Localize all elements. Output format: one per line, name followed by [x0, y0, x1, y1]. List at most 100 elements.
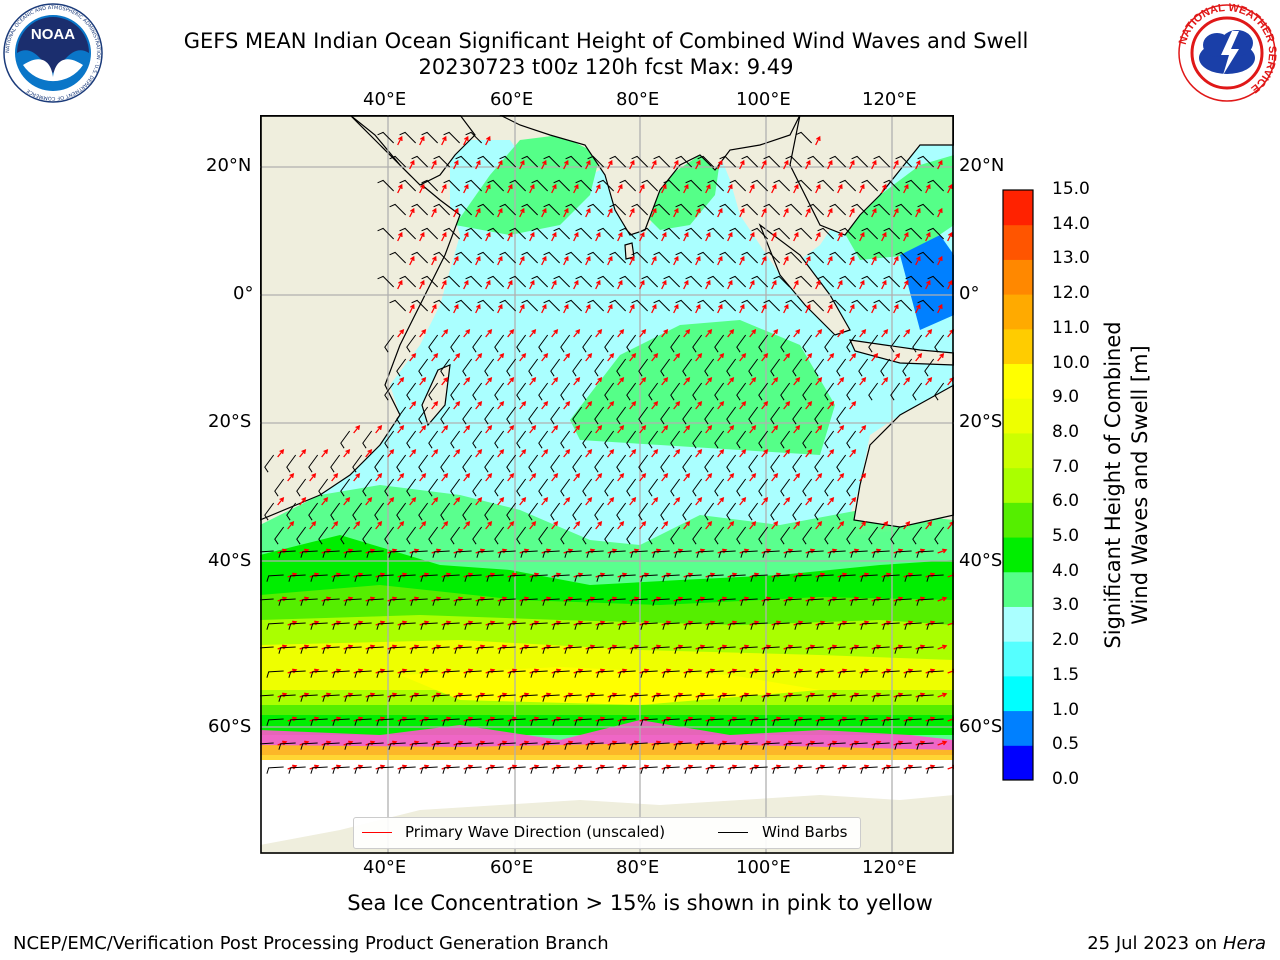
wind-barb	[432, 646, 450, 654]
wave-direction-arrow	[409, 159, 415, 170]
wind-barb	[662, 766, 680, 774]
wind-barb	[609, 251, 627, 264]
wind-barb	[758, 430, 769, 449]
wind-barb	[486, 622, 504, 630]
wind-barb	[418, 406, 429, 425]
wave-direction-arrow	[463, 135, 469, 146]
wave-direction-arrow	[463, 424, 471, 434]
wind-barb	[443, 179, 461, 192]
wave-direction-arrow	[881, 376, 889, 386]
wind-barb	[296, 478, 307, 497]
colorbar-segment	[1003, 190, 1033, 226]
wind-barb	[748, 502, 759, 521]
wave-direction-arrow	[573, 183, 579, 194]
colorbar-tick-label: 13.0	[1052, 248, 1090, 269]
wind-barb	[894, 694, 912, 702]
wind-barb	[626, 478, 637, 497]
wind-barb	[648, 478, 659, 497]
wind-barb	[890, 334, 901, 353]
wave-direction-arrow	[409, 448, 417, 458]
wave-direction-arrow	[419, 328, 427, 338]
wind-barb	[824, 478, 835, 497]
wind-barb	[751, 179, 769, 192]
wind-barb	[851, 203, 869, 216]
wind-barb	[550, 502, 561, 521]
colorbar-segment	[1003, 710, 1033, 746]
wind-barb	[872, 694, 890, 702]
wind-barb	[905, 179, 923, 192]
wave-direction-arrow	[397, 135, 403, 146]
wind-barb	[509, 227, 527, 240]
wind-barb	[542, 598, 560, 606]
wave-direction-arrow	[661, 328, 669, 338]
wind-barb	[575, 179, 593, 192]
wind-barb	[631, 203, 649, 216]
wave-direction-arrow	[947, 279, 953, 290]
wind-barb	[399, 227, 417, 240]
wind-barb	[714, 478, 725, 497]
wave-direction-arrow	[727, 376, 735, 386]
wave-direction-arrow	[287, 520, 295, 530]
wave-direction-arrow	[871, 303, 877, 314]
wave-direction-arrow	[519, 303, 525, 314]
wave-direction-arrow	[387, 448, 395, 458]
wind-barb	[499, 203, 517, 216]
wave-direction-arrow	[585, 159, 591, 170]
wind-barb	[806, 646, 824, 654]
wind-barb	[398, 718, 416, 726]
wind-barb	[763, 155, 781, 168]
wind-barb	[421, 275, 439, 288]
wave-direction-arrow	[541, 400, 549, 410]
wind-barb	[851, 299, 869, 312]
wave-direction-arrow	[507, 472, 515, 482]
wind-barb	[516, 526, 527, 545]
wind-barb	[376, 574, 394, 582]
wave-direction-arrow	[497, 303, 503, 314]
wind-barb	[829, 155, 847, 168]
wind-barb	[486, 574, 504, 582]
wind-barb	[528, 502, 539, 521]
wave-direction-arrow	[793, 279, 799, 290]
wind-barb	[707, 179, 725, 192]
wind-barb	[418, 358, 429, 377]
wind-barb	[719, 251, 737, 264]
wave-direction-arrow	[463, 279, 469, 290]
wind-barb	[806, 598, 824, 606]
java-land	[849, 339, 954, 366]
wind-barb	[318, 526, 329, 545]
wind-barb	[509, 275, 527, 288]
colorbar-segment	[1003, 641, 1033, 677]
wave-direction-arrow	[727, 231, 733, 242]
wind-barb	[860, 718, 878, 726]
wind-barb	[836, 454, 847, 473]
wave-direction-arrow	[607, 159, 613, 170]
wind-barb	[462, 502, 473, 521]
wind-barb	[487, 275, 505, 288]
wind-barb	[630, 598, 648, 606]
wind-barb	[824, 334, 835, 353]
colorbar-tick-label: 5.0	[1052, 526, 1080, 547]
wind-barb	[406, 382, 417, 401]
wind-barb	[861, 179, 879, 192]
wind-barb	[464, 670, 482, 678]
wind-barb	[499, 299, 517, 312]
wave-direction-arrow	[519, 207, 525, 218]
wind-barb	[926, 718, 944, 726]
wind-barb	[609, 203, 627, 216]
wind-barb	[440, 406, 451, 425]
wind-barb	[726, 406, 737, 425]
wave-direction-arrow	[365, 496, 373, 506]
wave-direction-arrow	[717, 159, 723, 170]
wind-barb	[476, 694, 494, 702]
wind-barb	[675, 203, 693, 216]
wind-barb	[917, 203, 935, 216]
wind-barb	[924, 358, 935, 377]
wind-barb	[772, 718, 790, 726]
wind-barb	[792, 454, 803, 473]
wind-barb	[472, 382, 483, 401]
wave-direction-arrow	[805, 159, 811, 170]
wind-barb	[398, 766, 416, 774]
wave-direction-arrow	[617, 328, 625, 338]
wave-direction-arrow	[849, 496, 857, 506]
wind-barb	[462, 358, 473, 377]
